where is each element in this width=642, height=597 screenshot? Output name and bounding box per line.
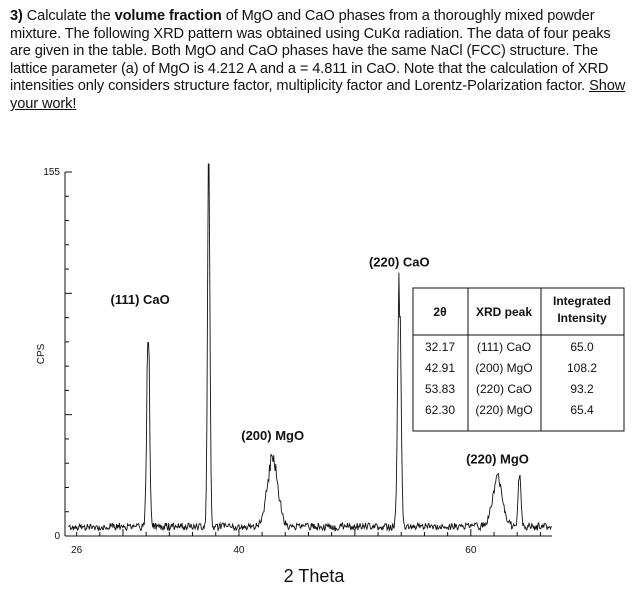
xrd-pattern-line bbox=[68, 163, 552, 533]
peak-table: 2θ XRD peak Integrated Intensity 32.17 (1… bbox=[412, 287, 625, 432]
table-border bbox=[412, 287, 625, 432]
table-header-peak: XRD peak bbox=[476, 305, 532, 319]
peak-label: (220) CaO bbox=[369, 254, 430, 269]
table-header-intensity-1: Integrated bbox=[553, 294, 611, 308]
peak-label: (111) CaO bbox=[111, 292, 170, 307]
table-cell: (220) CaO bbox=[476, 382, 532, 396]
table-cell: 65.4 bbox=[570, 403, 594, 417]
show-work-text: Show your work! bbox=[10, 78, 626, 112]
tick-labels: 26 40 60 0 155 bbox=[43, 167, 477, 556]
table-rows: 32.17 (111) CaO 65.0 42.91 (200) MgO 108.2 53.… bbox=[425, 340, 597, 417]
peak-label: (200) MgO bbox=[241, 428, 304, 443]
problem-emphasis: volume fraction bbox=[114, 8, 222, 24]
x-tick-label: 26 bbox=[71, 545, 83, 556]
x-tick-label: 40 bbox=[233, 545, 245, 556]
table-cell: 108.2 bbox=[567, 361, 597, 375]
y-tick-label: 155 bbox=[43, 167, 60, 178]
table-header-intensity-2: Intensity bbox=[557, 311, 607, 325]
problem-statement: 3) Calculate the volume fraction of MgO … bbox=[10, 8, 635, 114]
table-cell: 32.17 bbox=[425, 340, 455, 354]
table-cell: (200) MgO bbox=[475, 361, 532, 375]
table-cell: 42.91 bbox=[425, 361, 455, 375]
y-tick-label: 0 bbox=[54, 531, 60, 542]
peak-labels: (111) CaO (200) MgO (220) CaO (220) MgO bbox=[111, 254, 529, 466]
x-tick-label: 60 bbox=[465, 545, 477, 556]
problem-text-2: of MgO and CaO phases from a thoroughly … bbox=[10, 8, 611, 95]
table-cell: 93.2 bbox=[570, 382, 594, 396]
table-cell: 53.83 bbox=[425, 382, 455, 396]
minor-ticks bbox=[65, 171, 541, 537]
table-cell: 62.30 bbox=[425, 403, 455, 417]
peak-label: (220) MgO bbox=[466, 452, 529, 467]
problem-text-1: Calculate the bbox=[22, 8, 115, 24]
y-axis-label: CPS bbox=[36, 343, 47, 364]
table-cell: 65.0 bbox=[570, 340, 594, 354]
problem-number: 3) bbox=[10, 8, 23, 24]
table-cell: (111) CaO bbox=[477, 340, 531, 354]
series bbox=[68, 163, 552, 533]
table-cell: (220) MgO bbox=[475, 403, 532, 417]
table-header-2theta: 2θ bbox=[433, 305, 446, 319]
x-axis-label: 2 Theta bbox=[284, 566, 346, 586]
